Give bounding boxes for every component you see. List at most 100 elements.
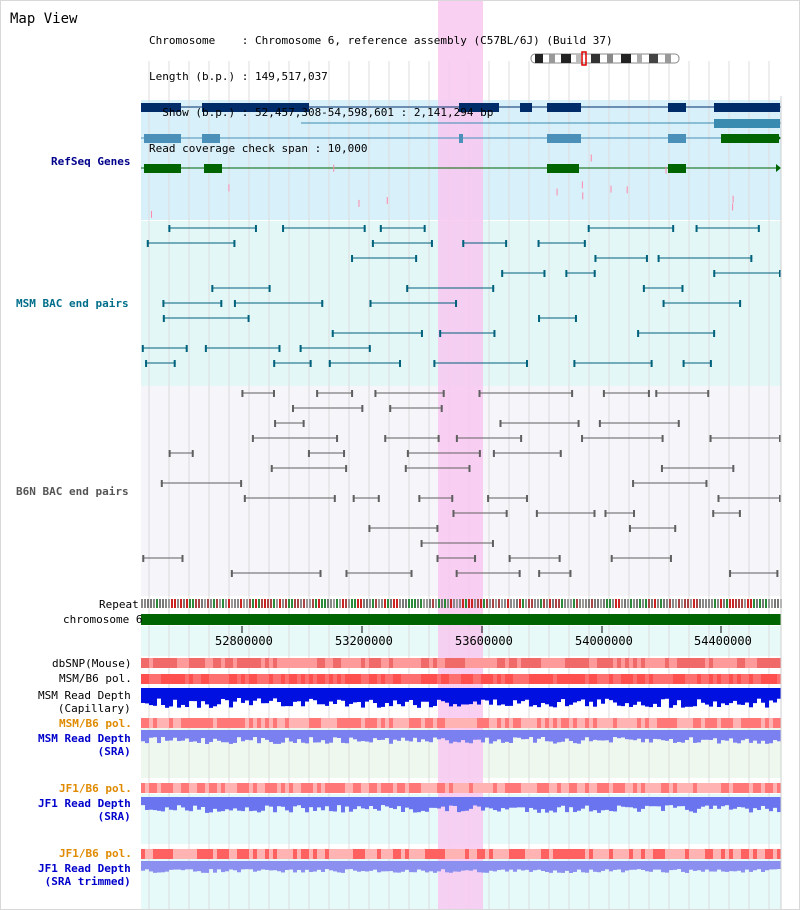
depth-bar: [145, 688, 149, 704]
track-label-msm-bac[interactable]: MSM BAC end pairs: [16, 297, 129, 310]
heat-cell: [617, 718, 621, 728]
heat-cell: [705, 783, 709, 793]
repeat-mark: [621, 599, 623, 608]
heat-cell: [141, 718, 145, 728]
heat-cell: [193, 783, 197, 793]
repeat-mark: [579, 599, 581, 608]
heat-cell: [557, 849, 561, 859]
depth-bar: [473, 797, 477, 806]
bac-end: [363, 225, 366, 232]
depth-bar: [513, 797, 517, 808]
ideogram-band: [607, 54, 613, 63]
heat-cell: [585, 849, 589, 859]
heat-cell: [649, 849, 653, 859]
heat-cell: [237, 849, 241, 859]
bac-end: [717, 495, 720, 502]
heat-cell: [449, 783, 453, 793]
heat-cell: [197, 658, 201, 668]
depth-bar: [469, 730, 473, 744]
heat-cell: [437, 658, 441, 668]
depth-bar: [309, 861, 313, 873]
heat-cell: [565, 674, 569, 684]
heat-cell: [705, 718, 709, 728]
heat-cell: [605, 718, 609, 728]
depth-bar: [481, 688, 485, 700]
heat-cell: [597, 783, 601, 793]
repeat-mark: [612, 599, 614, 608]
track-label-repeat[interactable]: Repeat: [99, 598, 139, 611]
track-label-jf1-b6-pol-1[interactable]: JF1/B6 pol.: [59, 782, 132, 795]
track-label-jf1-b6-pol-2[interactable]: JF1/B6 pol.: [59, 847, 132, 860]
refseq-minor-mark: [386, 197, 388, 205]
heat-cell: [293, 849, 297, 859]
track-label-b6n-bac[interactable]: B6N BAC end pairs: [16, 485, 129, 498]
bac-end: [415, 255, 418, 262]
bac-end: [452, 510, 455, 517]
heat-cell: [341, 849, 345, 859]
depth-bar: [649, 730, 653, 743]
ideogram-band: [561, 54, 571, 63]
heat-cell: [409, 718, 413, 728]
depth-bar: [549, 730, 553, 742]
track-label-jf1-read-depth-trimmed[interactable]: JF1 Read Depth (SRA trimmed): [38, 862, 131, 888]
track-label-jf1-read-depth-sra[interactable]: JF1 Read Depth (SRA): [38, 797, 131, 823]
heat-cell: [489, 783, 493, 793]
depth-bar: [261, 730, 265, 738]
bac-end: [191, 450, 194, 457]
depth-bar: [141, 797, 145, 806]
bac-end: [251, 435, 254, 442]
heat-cell: [749, 718, 753, 728]
heat-cell: [601, 658, 605, 668]
heat-cell: [193, 674, 197, 684]
heat-cell: [157, 783, 161, 793]
depth-bar: [373, 688, 377, 704]
track-label-msm-b6-pol-2[interactable]: MSM/B6 pol.: [59, 717, 132, 730]
depth-bar: [369, 730, 373, 743]
track-label-refseq[interactable]: RefSeq Genes: [51, 155, 131, 168]
track-label-msm-b6-pol-1[interactable]: MSM/B6 pol.: [59, 672, 132, 685]
track-label-msm-read-depth-capillary[interactable]: MSM Read Depth (Capillary): [38, 689, 131, 715]
repeat-mark: [432, 599, 434, 608]
heat-cell: [317, 674, 321, 684]
depth-bar: [577, 861, 581, 870]
depth-bar: [365, 688, 369, 702]
depth-bar: [653, 688, 657, 704]
bac-end: [309, 360, 312, 367]
depth-bar: [777, 730, 781, 742]
track-label-msm-read-depth-sra[interactable]: MSM Read Depth (SRA): [38, 732, 131, 758]
heat-cell: [433, 849, 437, 859]
heat-cell: [717, 718, 721, 728]
heat-cell: [397, 849, 401, 859]
track-label-chromosome[interactable]: chromosome 6: [63, 613, 143, 626]
heat-cell: [497, 718, 501, 728]
depth-bar: [753, 688, 757, 704]
heat-cell: [269, 658, 273, 668]
heat-cell: [685, 783, 689, 793]
depth-bar: [481, 861, 485, 873]
heat-cell: [345, 849, 349, 859]
bac-end: [713, 270, 716, 277]
heat-cell: [393, 849, 397, 859]
depth-bar: [389, 861, 393, 872]
heat-cell: [321, 783, 325, 793]
heat-cell: [409, 674, 413, 684]
bac-end: [657, 255, 660, 262]
heat-cell: [701, 658, 705, 668]
bac-end: [487, 495, 490, 502]
track-label-dbsnp[interactable]: dbSNP(Mouse): [52, 657, 132, 670]
depth-bar: [201, 861, 205, 873]
heat-cell: [633, 674, 637, 684]
depth-bar: [477, 688, 481, 705]
ideogram-band: [649, 54, 658, 63]
depth-bar: [225, 730, 229, 743]
depth-bar: [313, 730, 317, 743]
refseq-minor-mark: [590, 154, 592, 162]
heat-cell: [429, 674, 433, 684]
repeat-mark: [678, 599, 680, 608]
depth-bar: [153, 797, 157, 811]
heat-cell: [241, 674, 245, 684]
bac-end: [230, 570, 233, 577]
heat-cell: [509, 718, 513, 728]
heat-cell: [305, 849, 309, 859]
heat-cell: [317, 849, 321, 859]
